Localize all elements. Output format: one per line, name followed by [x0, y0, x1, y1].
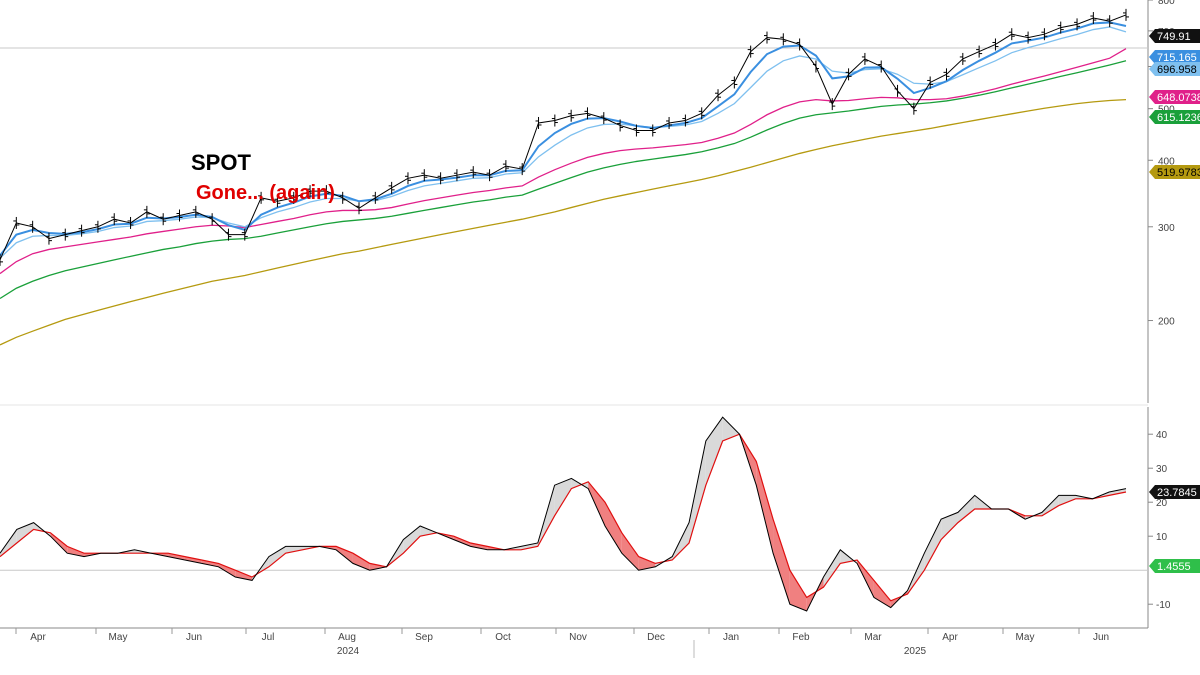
- osc-fill-segment: [268, 546, 286, 567]
- osc-fill-segment: [369, 563, 387, 571]
- series-lines: [0, 8, 1129, 612]
- month-label: Jun: [1093, 632, 1109, 643]
- value-tag-bg: [1149, 90, 1200, 104]
- month-label: Jul: [262, 632, 275, 643]
- osc-fill-segment: [218, 563, 236, 577]
- osc-axis-ticks: -10 10 20 30 40: [1148, 430, 1171, 611]
- osc-fill-segment: [420, 526, 437, 537]
- osc-fill-segment: [689, 441, 706, 543]
- value-tag-osc_reference: 1.4555: [1157, 561, 1191, 573]
- osc-fill-segment: [957, 495, 975, 523]
- reference-lines: [0, 47, 1148, 571]
- series-line-ma_longest: [0, 98, 1127, 346]
- series-line-osc: [0, 416, 1127, 612]
- osc-fill-segment: [168, 553, 185, 560]
- osc-fill-segment: [1058, 495, 1076, 506]
- value-tag-bg: [1149, 559, 1200, 573]
- month-label: Mar: [864, 632, 882, 643]
- value-tag-price: 749.91: [1157, 31, 1191, 43]
- osc-fill-segment: [924, 519, 942, 571]
- year-label-2025: 2025: [904, 646, 927, 657]
- osc-fill-segment: [1041, 495, 1059, 516]
- ticker-title: SPOT: [191, 150, 251, 175]
- osc-fill-segment: [941, 512, 958, 540]
- annotation-note: Gone... (again): [196, 182, 335, 204]
- osc-fills: [0, 417, 1126, 611]
- value-tag-bg: [1149, 485, 1200, 499]
- osc-fill-segment: [520, 543, 538, 550]
- series-line-osc-signal: [0, 433, 1127, 602]
- value-tag-ma_longest: 519.9783: [1157, 167, 1200, 179]
- price-tick-label: 300: [1158, 223, 1175, 234]
- osc-fill-segment: [554, 478, 572, 516]
- value-tag-ema_slow: 696.958: [1157, 64, 1197, 76]
- year-label-2024: 2024: [337, 646, 360, 657]
- osc-fill-segment: [621, 532, 639, 571]
- value-tag-bg: [1149, 50, 1200, 64]
- value-tag-osc_line: 23.7845: [1157, 487, 1197, 499]
- osc-fill-segment: [1109, 488, 1126, 496]
- osc-fill-segment: [588, 481, 606, 526]
- osc-fill-segment: [705, 417, 723, 486]
- value-tag-ema_fast: 715.165: [1157, 52, 1197, 64]
- value-tag-bg: [1149, 62, 1200, 76]
- price-tick-label: 800: [1158, 0, 1175, 7]
- month-labels: Apr May Jun Jul Aug Sep Oct Nov Dec Jan Feb Mar Apr M…: [15, 628, 1109, 643]
- osc-fill-segment: [756, 461, 774, 554]
- osc-tick-label: 20: [1156, 498, 1168, 509]
- series-line-ma_long: [0, 60, 1127, 300]
- month-label: Apr: [942, 632, 958, 643]
- value-tag-bg: [1149, 29, 1200, 43]
- osc-fill-segment: [50, 532, 68, 554]
- series-line-ema_fast: [0, 21, 1127, 257]
- osc-tick-label: 10: [1156, 532, 1168, 543]
- series-line-ma_mid: [0, 48, 1127, 275]
- osc-fill-segment: [285, 546, 303, 554]
- price-tick-label: 400: [1158, 156, 1175, 167]
- osc-tick-label: -10: [1156, 600, 1171, 611]
- month-label: Feb: [792, 632, 810, 643]
- osc-fill-segment: [638, 556, 656, 571]
- osc-fill-segment: [605, 502, 622, 554]
- month-label: Nov: [569, 632, 587, 643]
- osc-fill-segment: [789, 570, 807, 611]
- value-tag-bg: [1149, 110, 1200, 124]
- value-tag-ma_long: 615.1236: [1157, 112, 1200, 124]
- osc-fill-segment: [453, 536, 471, 547]
- osc-fill-segment: [184, 556, 202, 564]
- price-axis-ticks: 200300400500600700800: [1148, 0, 1175, 328]
- osc-fill-segment: [16, 522, 34, 543]
- osc-tick-label: 30: [1156, 464, 1168, 475]
- osc-fill-segment: [470, 543, 488, 550]
- month-label: Apr: [30, 632, 46, 643]
- osc-fill-segment: [352, 553, 370, 571]
- value-tag-ma_mid: 648.0738: [1157, 92, 1200, 104]
- osc-fill-segment: [873, 580, 891, 608]
- month-label: Dec: [647, 632, 665, 643]
- osc-fill-segment: [773, 519, 790, 605]
- osc-fill-segment: [403, 526, 421, 554]
- series-line-price: [0, 14, 1127, 261]
- osc-fill-segment: [336, 546, 353, 564]
- month-label: Aug: [338, 632, 356, 643]
- month-label: Sep: [415, 632, 433, 643]
- osc-fill-segment: [235, 570, 253, 581]
- osc-fill-segment: [823, 549, 841, 588]
- month-label: May: [109, 632, 128, 643]
- value-tag-bg: [1149, 165, 1200, 179]
- osc-tick-label: 40: [1156, 430, 1168, 441]
- month-label: Jun: [186, 632, 202, 643]
- series-line-ema_slow: [0, 26, 1127, 259]
- month-label: Jan: [723, 632, 739, 643]
- price-tick-label: 200: [1158, 317, 1175, 328]
- month-label: May: [1016, 632, 1035, 643]
- osc-fill-segment: [201, 560, 219, 567]
- osc-fill-segment: [722, 417, 740, 441]
- month-label: Oct: [495, 632, 511, 643]
